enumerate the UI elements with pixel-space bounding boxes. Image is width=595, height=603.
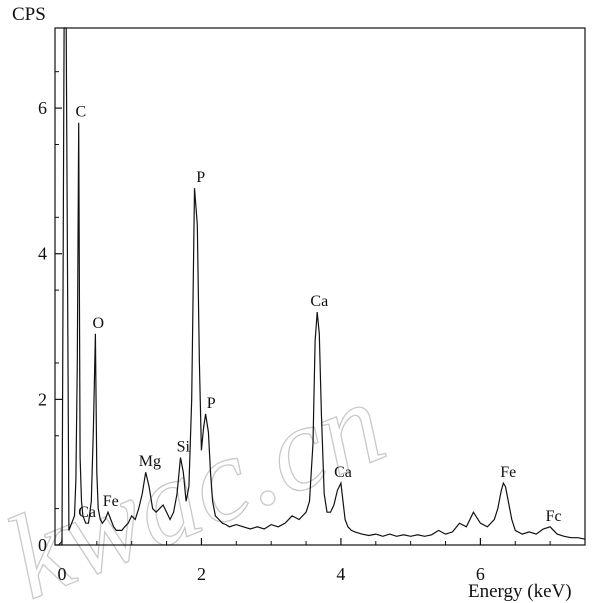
- x-axis-title: Energy (keV): [468, 581, 572, 602]
- peak-label: C: [75, 104, 86, 121]
- peak-label: P: [207, 395, 216, 412]
- peak-label: Mg: [139, 453, 161, 470]
- peak-label: O: [92, 315, 104, 332]
- peak-labels: C O Ca Fe Mg Si P P Ca Ca Fe Fc: [75, 104, 561, 525]
- axes: [54, 27, 586, 546]
- y-tick-label: 6: [38, 98, 47, 118]
- spectrum-line: [58, 27, 586, 546]
- y-tick-label: 2: [38, 389, 47, 409]
- y-axis-title: CPS: [12, 4, 46, 25]
- y-tick-label: 0: [38, 535, 47, 555]
- peak-label: Ca: [78, 504, 96, 521]
- peak-label: Fe: [500, 464, 516, 481]
- peak-label: Ca: [334, 464, 352, 481]
- x-tick-label: 6: [476, 564, 485, 584]
- peak-label: Ca: [310, 293, 328, 310]
- peak-label: P: [196, 169, 205, 186]
- tick-group: 0 2 4 6 0 2 4 6: [38, 71, 586, 584]
- x-tick-label: 0: [57, 564, 66, 584]
- plot-frame: [54, 27, 586, 546]
- x-tick-label: 2: [197, 564, 206, 584]
- peak-label: Si: [177, 439, 191, 456]
- peak-label: Fe: [103, 493, 119, 510]
- y-tick-label: 4: [38, 244, 47, 264]
- peak-label: Fc: [546, 508, 562, 525]
- x-tick-label: 4: [336, 564, 345, 584]
